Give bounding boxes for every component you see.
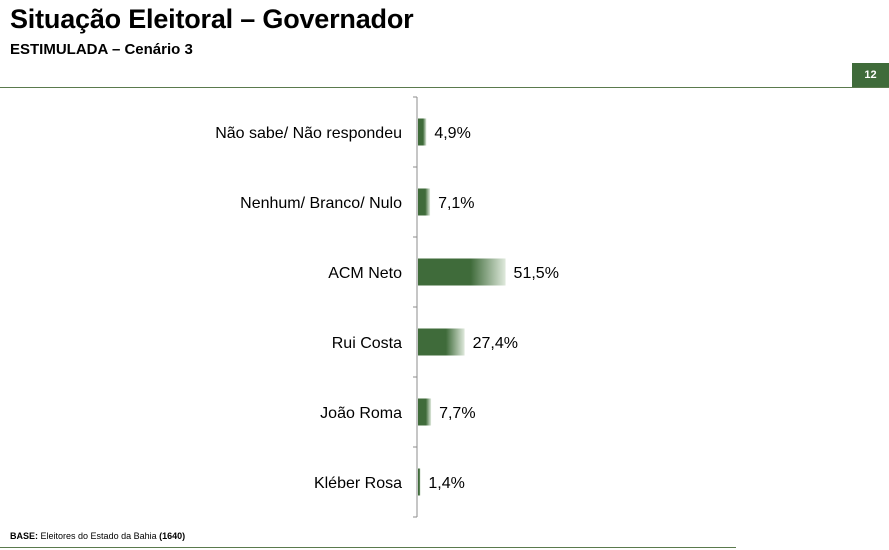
category-label: Rui Costa <box>332 335 402 352</box>
data-label: 51,5% <box>514 265 559 282</box>
category-label: Não sabe/ Não respondeu <box>215 125 402 142</box>
bar <box>418 188 431 216</box>
data-label: 27,4% <box>473 335 518 352</box>
category-label: João Roma <box>320 405 402 422</box>
bar <box>418 118 427 146</box>
page-title: Situação Eleitoral – Governador <box>10 4 414 34</box>
bar <box>418 468 421 496</box>
category-label: Nenhum/ Branco/ Nulo <box>240 195 402 212</box>
base-text: Eleitores do Estado da Bahia <box>40 531 157 541</box>
page-subtitle: ESTIMULADA – Cenário 3 <box>10 41 193 58</box>
data-label: 7,1% <box>438 195 474 212</box>
category-label: Kléber Rosa <box>314 475 402 492</box>
page-number-badge: 12 <box>852 63 889 87</box>
bar <box>418 258 506 286</box>
base-note: BASE: Eleitores do Estado da Bahia (1640… <box>10 531 185 541</box>
base-count: (1640) <box>159 531 186 541</box>
header-divider <box>0 87 889 88</box>
data-label: 7,7% <box>439 405 475 422</box>
footer-divider <box>0 547 736 548</box>
data-label: 4,9% <box>434 125 470 142</box>
base-label: BASE: <box>10 531 39 541</box>
bar <box>418 398 432 426</box>
data-label: 1,4% <box>428 475 464 492</box>
bar <box>418 328 465 356</box>
category-label: ACM Neto <box>328 265 402 282</box>
